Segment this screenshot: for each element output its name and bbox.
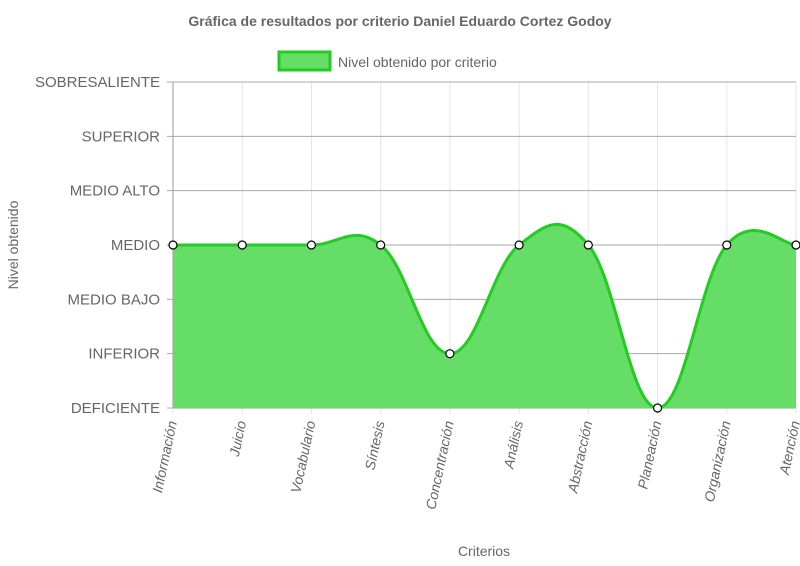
legend-label: Nivel obtenido por criterio: [338, 54, 497, 70]
data-point[interactable]: [791, 240, 800, 250]
y-tick-label: SOBRESALIENTE: [35, 74, 160, 91]
y-tick-label: INFERIOR: [88, 346, 160, 363]
x-tick-label: Abstracción: [564, 419, 595, 495]
data-point[interactable]: [722, 240, 732, 250]
x-tick-label: Planeación: [634, 419, 664, 490]
y-tick-label: MEDIO ALTO: [70, 183, 160, 200]
series-area: [173, 223, 797, 410]
y-tick-label: DEFICIENTE: [71, 400, 160, 417]
data-point[interactable]: [376, 240, 386, 250]
data-point[interactable]: [237, 240, 247, 250]
x-axis-ticks: Información Juicio Vocabulario Síntesis Conc…: [149, 419, 800, 511]
data-points: [168, 240, 800, 413]
data-point[interactable]: [168, 240, 178, 250]
legend[interactable]: Nivel obtenido por criterio: [277, 50, 497, 72]
data-point[interactable]: [514, 240, 524, 250]
data-point[interactable]: [445, 349, 455, 359]
x-tick-label: Atención: [776, 419, 800, 477]
x-tick-label: Síntesis: [362, 419, 388, 471]
series-line: [173, 223, 797, 410]
series-fill: [173, 224, 796, 408]
legend-swatch: [277, 50, 332, 72]
data-point[interactable]: [652, 403, 663, 413]
chart-title: Gráfica de resultados por criterio Danie…: [188, 13, 611, 29]
y-axis-ticks: DEFICIENTE INFERIOR MEDIO BAJO MEDIO MEDIO A…: [35, 74, 160, 417]
x-tick-label: Organización: [701, 419, 734, 503]
y-tick-label: MEDIO: [111, 237, 160, 254]
y-tick-label: SUPERIOR: [82, 128, 161, 145]
data-point[interactable]: [583, 240, 593, 250]
data-point[interactable]: [306, 240, 317, 250]
x-tick-label: Concentración: [422, 419, 456, 511]
x-tick-label: Vocabulario: [287, 419, 318, 494]
y-tick-label: MEDIO BAJO: [67, 291, 160, 308]
x-tick-label: Análisis: [500, 419, 526, 471]
x-tick-label: Juicio: [226, 419, 249, 459]
x-tick-label: Información: [149, 419, 180, 494]
x-axis-label: Criterios: [458, 543, 510, 559]
y-axis-label: Nivel obtenido: [5, 200, 21, 289]
